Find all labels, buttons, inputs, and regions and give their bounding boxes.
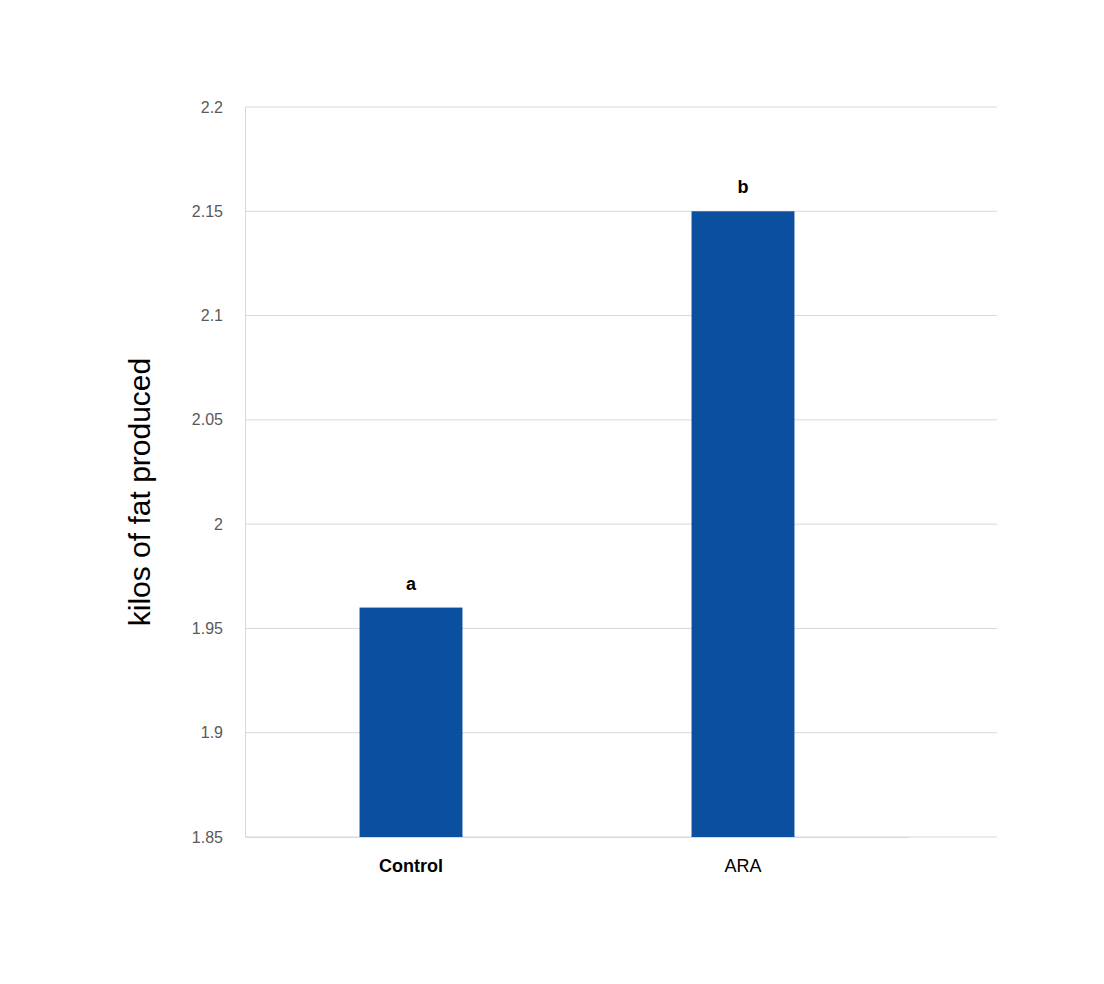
x-axis-line (246, 837, 910, 838)
x-tick: Control (379, 837, 443, 876)
y-tick: 2 (214, 516, 245, 533)
y-tick: 2.15 (192, 203, 245, 220)
chart: 1.851.91.9522.052.12.152.2ControlARAabki… (0, 0, 1104, 984)
grid-line (245, 732, 997, 733)
x-tick-label: Control (379, 856, 443, 876)
y-tick-label: 2.05 (192, 411, 223, 428)
y-tick-label: 1.85 (192, 829, 223, 846)
grid-line (245, 837, 997, 838)
x-tick-label: ARA (724, 856, 761, 876)
y-tick: 1.9 (201, 724, 245, 741)
grid-line (245, 628, 997, 629)
y-tick: 2.1 (201, 307, 245, 324)
grid-line (245, 524, 997, 525)
bars (360, 211, 795, 837)
y-tick: 1.95 (192, 620, 245, 637)
y-tick-label: 1.95 (192, 620, 223, 637)
y-axis-line (245, 108, 246, 838)
grid-line (245, 315, 997, 316)
bar (360, 608, 463, 837)
annotations: ab (406, 177, 749, 593)
y-axis: 1.85 1.9 1.95 2 2.05 2.1 2.15 2.2 (192, 99, 246, 846)
grid (245, 107, 997, 837)
y-tick: 1.85 (192, 829, 245, 846)
y-tick-label: 2.2 (201, 99, 223, 116)
y-tick-label: 2.15 (192, 203, 223, 220)
bar (692, 211, 795, 837)
y-tick: 2.05 (192, 411, 245, 428)
grid-line (245, 419, 997, 420)
y-tick: 2.2 (201, 99, 245, 116)
annotation: b (738, 177, 749, 197)
y-tick-label: 2 (214, 516, 223, 533)
y-tick-label: 2.1 (201, 307, 223, 324)
grid-line (245, 211, 997, 212)
grid-line (245, 107, 997, 108)
y-tick-label: 1.9 (201, 724, 223, 741)
annotation: a (406, 574, 417, 594)
x-axis: Control ARA (246, 837, 910, 876)
y-axis-title: kilos of fat produced (123, 358, 156, 627)
x-tick: ARA (724, 837, 761, 876)
